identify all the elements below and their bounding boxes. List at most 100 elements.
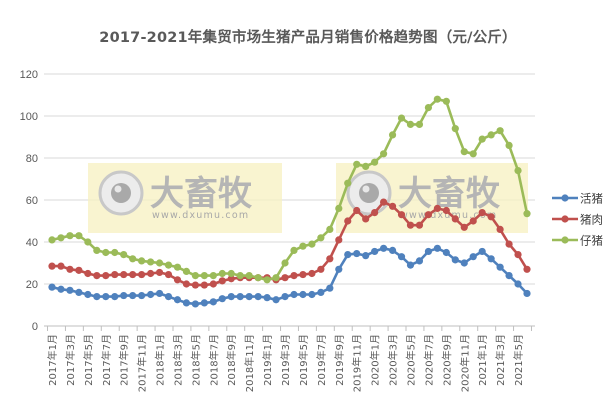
data-point xyxy=(173,296,182,304)
data-point xyxy=(469,150,477,158)
data-point xyxy=(66,232,74,240)
x-tick-label: 2020年7月 xyxy=(422,334,435,386)
data-point xyxy=(469,217,477,225)
data-point xyxy=(424,104,433,112)
data-point xyxy=(433,244,441,252)
data-point xyxy=(84,269,92,278)
data-point xyxy=(111,293,119,301)
data-point xyxy=(514,167,522,175)
data-point xyxy=(218,277,226,285)
data-point xyxy=(335,265,343,273)
x-tick-label: 2017年5月 xyxy=(82,334,95,386)
x-axis: 2017年1月 2017年3月 2017年5月 2017年7月 2017年9月 2017年… xyxy=(46,326,532,392)
data-point xyxy=(281,274,289,282)
x-tick-label: 2017年3月 xyxy=(64,334,77,386)
x-tick-label: 2019年5月 xyxy=(297,334,310,386)
data-point xyxy=(236,272,244,280)
y-tick-label: 0 xyxy=(32,321,38,333)
data-point xyxy=(209,298,217,306)
data-point xyxy=(218,269,226,278)
legend-item-pork: 猪肉 xyxy=(552,213,603,227)
data-point xyxy=(353,160,361,168)
data-point xyxy=(146,269,155,278)
y-axis: 0 20 40 60 80 100 120 xyxy=(20,69,38,333)
data-point xyxy=(75,232,83,240)
x-tick-label: 2020年3月 xyxy=(387,334,400,386)
data-point xyxy=(129,270,137,279)
data-point xyxy=(317,234,325,242)
watermark-url: www.dxumu.com xyxy=(152,210,249,221)
data-point xyxy=(308,240,316,248)
data-point xyxy=(523,289,531,298)
data-point xyxy=(138,257,146,265)
data-point xyxy=(505,240,513,248)
data-point xyxy=(317,288,325,296)
data-point xyxy=(388,246,397,254)
data-point xyxy=(57,234,65,242)
data-point xyxy=(451,256,459,264)
series-live-pig xyxy=(48,244,531,308)
data-point xyxy=(218,295,226,303)
data-point xyxy=(299,242,307,250)
data-point xyxy=(236,293,244,301)
x-tick-label: 2021年1月 xyxy=(476,334,489,386)
data-point xyxy=(102,293,110,301)
x-tick-label: 2019年7月 xyxy=(315,334,328,386)
chart-title: 2017-2021年集贸市场生猪产品月销售价格趋势图（元/公斤） xyxy=(99,30,517,46)
series-piglet xyxy=(48,95,531,284)
data-point xyxy=(146,258,155,266)
data-point xyxy=(371,209,379,217)
data-point xyxy=(48,262,56,270)
data-point xyxy=(460,148,468,156)
data-point xyxy=(415,257,424,265)
data-point xyxy=(514,280,522,288)
data-point xyxy=(406,261,415,269)
data-point xyxy=(433,204,441,212)
data-point xyxy=(263,276,271,284)
data-point xyxy=(263,294,271,302)
data-point xyxy=(487,131,495,139)
data-point xyxy=(164,270,173,279)
data-point xyxy=(272,274,280,282)
data-point xyxy=(227,293,235,301)
x-tick-label: 2017年1月 xyxy=(46,334,59,386)
data-point xyxy=(442,206,450,215)
data-point xyxy=(200,299,208,307)
data-point xyxy=(353,249,361,258)
data-point xyxy=(111,270,119,279)
y-tick-label: 40 xyxy=(26,237,38,249)
data-point xyxy=(182,299,191,307)
data-point xyxy=(406,221,415,229)
x-tick-label: 2020年5月 xyxy=(404,334,417,386)
x-tick-label: 2018年11月 xyxy=(243,334,256,392)
data-point xyxy=(173,263,182,271)
data-point xyxy=(308,290,316,299)
watermark-brand: 大畜牧 xyxy=(398,174,501,214)
data-point xyxy=(326,284,334,292)
data-point xyxy=(129,291,137,300)
data-point xyxy=(308,269,316,278)
data-point xyxy=(451,125,459,133)
x-tick-label: 2021年3月 xyxy=(494,334,507,386)
data-point xyxy=(496,263,504,271)
data-point xyxy=(353,206,361,215)
data-point xyxy=(362,162,370,170)
data-point xyxy=(496,225,504,233)
data-point xyxy=(505,141,513,149)
data-point xyxy=(75,266,83,274)
y-tick-label: 60 xyxy=(26,195,38,207)
data-point xyxy=(182,280,191,288)
legend-item-live-pig: 活猪 xyxy=(552,192,603,206)
y-tick-label: 20 xyxy=(26,279,38,291)
data-point xyxy=(209,272,217,280)
data-point xyxy=(523,265,531,273)
data-point xyxy=(191,281,199,289)
data-point xyxy=(209,280,217,288)
data-point xyxy=(200,281,208,289)
data-point xyxy=(48,283,56,291)
data-point xyxy=(102,272,110,280)
